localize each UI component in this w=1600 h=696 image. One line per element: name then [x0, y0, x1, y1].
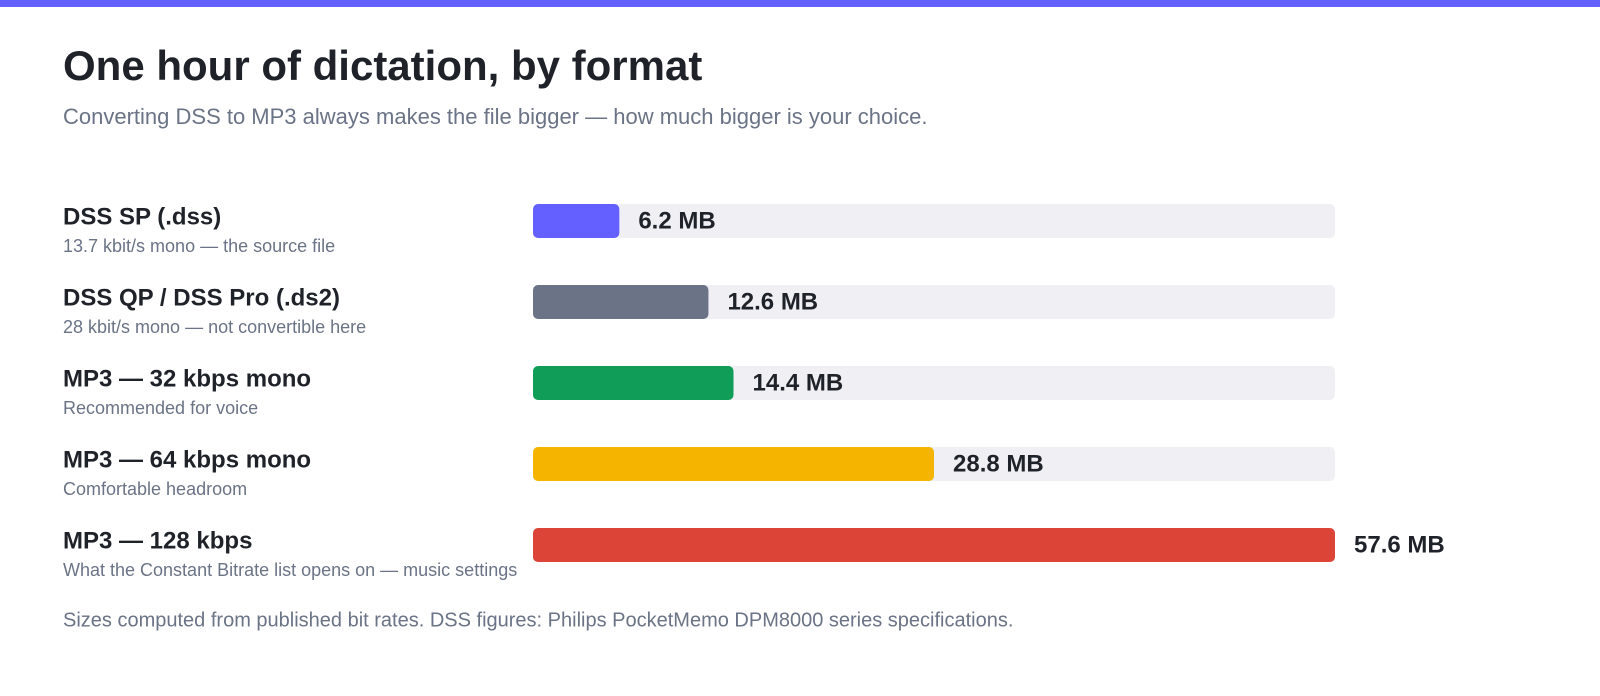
bar	[533, 447, 934, 481]
chart-subtitle: Converting DSS to MP3 always makes the f…	[63, 104, 928, 129]
value-label: 12.6 MB	[727, 288, 818, 315]
bar	[533, 366, 734, 400]
bar	[533, 204, 620, 238]
value-label: 57.6 MB	[1354, 531, 1445, 558]
bar	[533, 285, 709, 319]
value-label: 14.4 MB	[753, 369, 844, 396]
bar-track	[533, 204, 1335, 238]
category-description: Recommended for voice	[63, 398, 258, 418]
top-stripe	[0, 0, 1600, 7]
category-description: 13.7 kbit/s mono — the source file	[63, 236, 335, 256]
category-label: DSS QP / DSS Pro (.ds2)	[63, 284, 340, 311]
category-description: Comfortable headroom	[63, 479, 247, 499]
bar	[533, 528, 1335, 562]
bar-track	[533, 285, 1335, 319]
value-label: 28.8 MB	[953, 450, 1044, 477]
chart-title: One hour of dictation, by format	[63, 42, 702, 89]
category-label: MP3 — 128 kbps	[63, 527, 252, 554]
category-description: What the Constant Bitrate list opens on …	[63, 560, 517, 580]
value-label: 6.2 MB	[638, 207, 715, 234]
category-label: MP3 — 64 kbps mono	[63, 446, 311, 473]
category-label: DSS SP (.dss)	[63, 203, 221, 230]
category-label: MP3 — 32 kbps mono	[63, 365, 311, 392]
footnote: Sizes computed from published bit rates.…	[63, 609, 1013, 631]
category-description: 28 kbit/s mono — not convertible here	[63, 317, 366, 337]
